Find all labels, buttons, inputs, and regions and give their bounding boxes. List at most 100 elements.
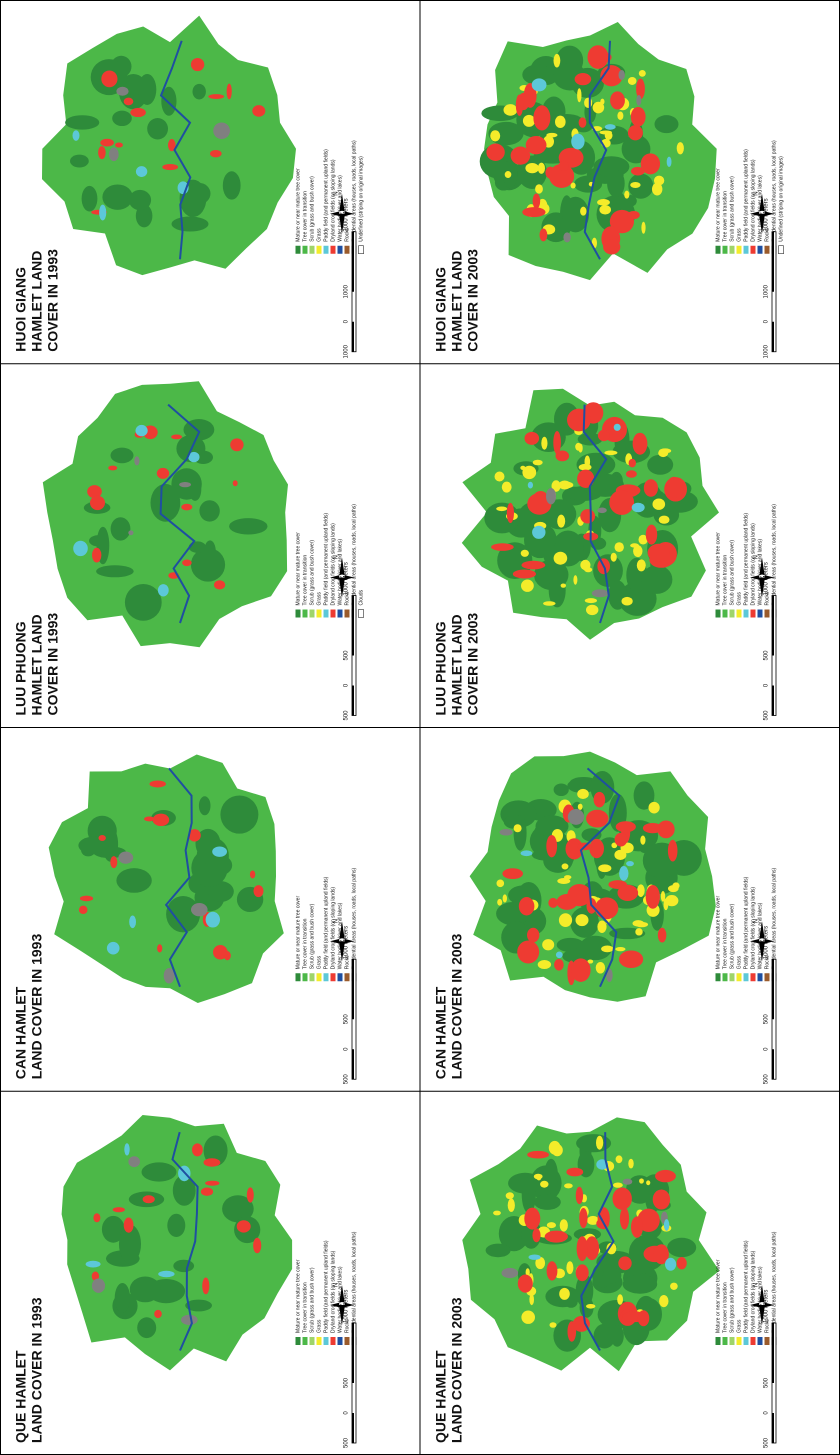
- grass-patch: [548, 1140, 561, 1155]
- legend-swatch: [295, 1337, 301, 1345]
- grass-patch: [597, 199, 610, 206]
- scale-bar: [352, 321, 354, 352]
- legend-label: Mature or near mature tree cover: [715, 896, 721, 970]
- map-title: CAN HAMLET: [433, 986, 449, 1079]
- crop-patch: [636, 78, 645, 100]
- legend-swatch: [764, 245, 770, 254]
- grass-patch: [570, 182, 576, 189]
- grass-patch: [658, 515, 670, 524]
- crop-patch: [627, 125, 643, 141]
- legend-swatch: [337, 245, 343, 254]
- river: [159, 40, 192, 260]
- forest-patch: [112, 110, 132, 127]
- crop-patch: [532, 1228, 541, 1243]
- crop-patch: [554, 958, 564, 971]
- crop-patch: [123, 97, 134, 106]
- grass-patch: [497, 898, 503, 906]
- crop-patch: [566, 1167, 584, 1177]
- crop-patch: [676, 1256, 687, 1270]
- grass-patch: [504, 171, 512, 179]
- grass-patch: [617, 1294, 624, 1305]
- forest-patch: [171, 216, 209, 232]
- crop-patch: [610, 91, 625, 110]
- legend-label: Tree cover in transition: [302, 1282, 308, 1333]
- map-title: HAMLET LAND: [449, 251, 465, 352]
- crop-patch: [208, 94, 225, 99]
- legend-swatch: [750, 245, 756, 254]
- legend-label: Dryland crop fields (on sloping lands): [330, 523, 336, 606]
- crop-patch: [87, 485, 102, 499]
- scale-bar: [352, 595, 354, 656]
- grass-patch: [670, 1282, 678, 1290]
- crop-patch: [575, 1264, 589, 1282]
- grass-patch: [532, 459, 543, 466]
- crop-patch: [571, 958, 591, 982]
- map-title: LUU PHUONG: [13, 621, 29, 715]
- forest-patch: [198, 796, 211, 816]
- grass-patch: [520, 465, 526, 470]
- legend-swatch: [764, 973, 770, 982]
- map-title: LAND COVER IN 2003: [449, 1297, 465, 1443]
- scale-label: 500: [344, 1377, 350, 1388]
- grass-patch: [599, 205, 611, 215]
- legend-label: Tree cover in transition: [302, 555, 308, 606]
- grass-patch: [586, 1304, 596, 1309]
- crop-patch: [517, 1274, 533, 1293]
- legend-swatch: [722, 609, 728, 618]
- residential-patch: [618, 69, 625, 80]
- north-label: N: [754, 555, 760, 559]
- crop-patch: [223, 951, 231, 961]
- crop-patch: [575, 1186, 584, 1205]
- legend-label: Grass: [316, 1319, 322, 1333]
- forest-patch: [166, 895, 201, 933]
- crop-patch: [154, 1309, 162, 1319]
- grass-patch: [659, 448, 672, 454]
- legend-swatch: [729, 973, 735, 982]
- crop-patch: [130, 107, 146, 118]
- grass-patch: [660, 891, 666, 902]
- grass-patch: [577, 788, 589, 800]
- grass-patch: [636, 559, 646, 572]
- legend-swatch: [323, 1337, 329, 1345]
- crop-patch: [618, 1256, 632, 1271]
- north-label: N: [334, 555, 340, 559]
- forest-patch: [137, 1317, 157, 1339]
- legend-label: Mature or near mature tree cover: [295, 532, 301, 606]
- grass-patch: [520, 549, 529, 557]
- residential-patch: [181, 1314, 198, 1325]
- forest-patch: [138, 73, 157, 105]
- grass-patch: [633, 545, 643, 558]
- river: [582, 404, 610, 624]
- forest-patch: [610, 1325, 624, 1347]
- legend-swatch: [344, 245, 350, 254]
- legend-label: Rocks: [344, 1319, 350, 1333]
- residential-patch: [636, 94, 642, 106]
- forest-patch: [593, 1323, 616, 1349]
- crop-patch: [524, 1207, 541, 1230]
- crop-patch: [625, 470, 637, 478]
- crop-patch: [627, 210, 640, 220]
- crop-patch: [574, 73, 592, 86]
- grass-patch: [586, 604, 599, 616]
- north-arrow: [750, 557, 774, 598]
- crop-patch: [527, 1150, 549, 1159]
- north-arrow: [330, 921, 354, 962]
- crop-patch: [546, 834, 558, 858]
- forest-patch: [485, 1243, 511, 1258]
- legend-swatch: [330, 245, 336, 254]
- legend-swatch: [330, 609, 336, 618]
- legend-swatch: [358, 245, 364, 254]
- crop-patch: [110, 856, 118, 869]
- scale-bar: [772, 595, 774, 656]
- paddy-patch: [205, 911, 221, 928]
- grass-patch: [496, 506, 508, 512]
- grass-patch: [615, 1155, 623, 1164]
- crop-patch: [253, 885, 264, 898]
- scale-label: 500: [764, 1014, 770, 1025]
- grass-patch: [580, 559, 591, 571]
- legend-swatch: [722, 1337, 728, 1345]
- residential-patch: [116, 86, 129, 96]
- scale-bar: [772, 1413, 774, 1443]
- scale-label: 500: [764, 710, 770, 721]
- forest-patch: [556, 937, 585, 953]
